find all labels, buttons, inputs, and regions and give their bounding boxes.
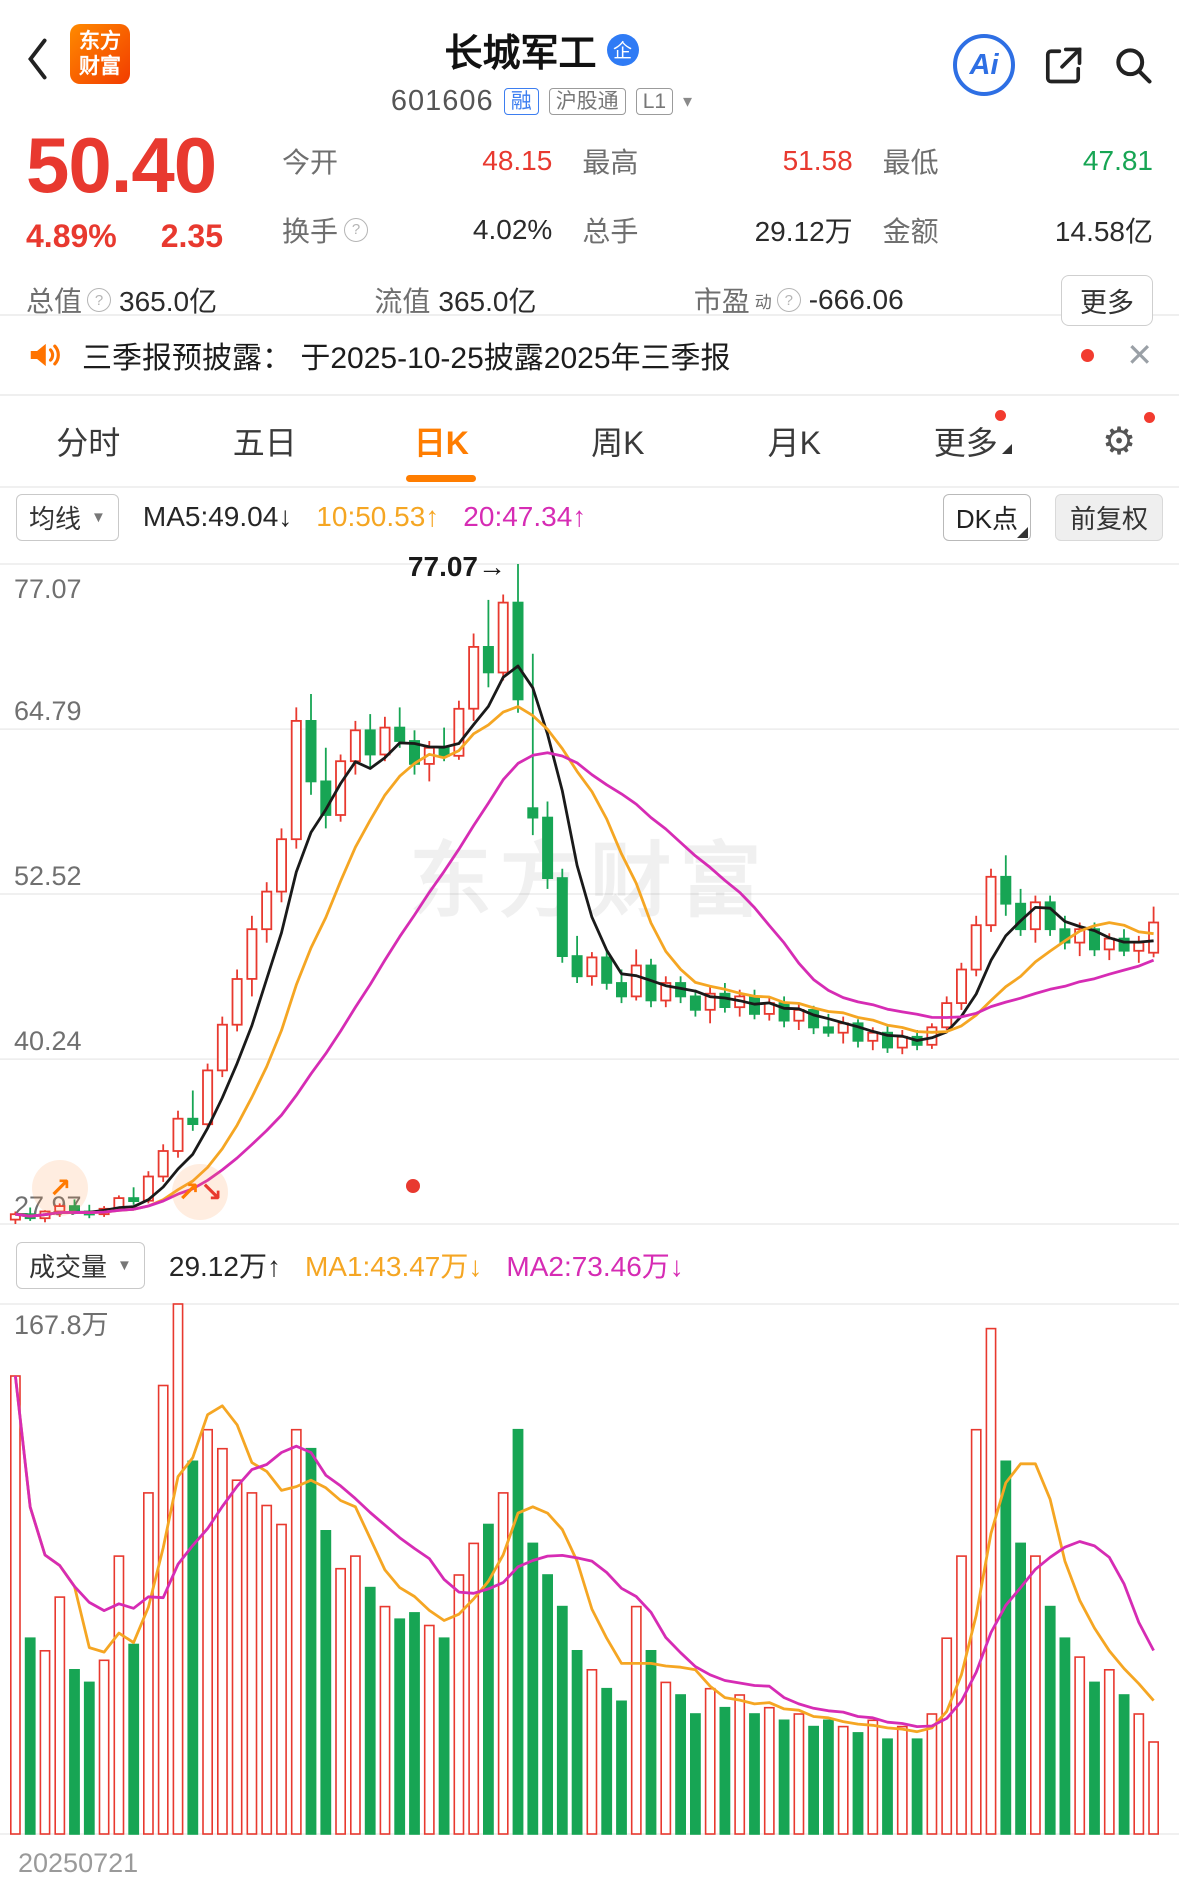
new-feature-dot [1144,412,1155,423]
stat-low: 最低 47.81 [882,144,1153,178]
info-icon[interactable]: ? [776,288,801,313]
close-icon[interactable]: ✕ [1126,337,1153,373]
share-icon [1045,47,1082,84]
ai-assistant-button[interactable]: Ai [953,34,1015,96]
tab-more[interactable]: 更多 [883,396,1060,486]
stat-turnover: 换手 ? 4.02% [282,213,553,247]
divider [0,394,1179,396]
tab-monthly-k[interactable]: 月K [767,425,821,461]
x-axis-start-date: 20250721 [18,1848,139,1878]
ma10-legend: 10:50.53↑ [316,501,440,532]
svg-text:52.52: 52.52 [14,861,82,891]
level1-tag: L1 [635,88,674,115]
notification-dot [1081,348,1095,362]
logo-line1: 东方 [79,29,121,53]
candlestick-chart-area[interactable]: 77.07 64.79 52.52 40.24 27.97 东方财富 77.07→ ↗ ↗ … [0,546,1179,1236]
svg-text:77.07: 77.07 [14,574,82,604]
indicator-selector-dropdown[interactable]: 成交量 ▼ [16,1241,145,1289]
stat-float-cap: 流值 365.0亿 [374,286,537,318]
logo-line2: 财富 [79,55,121,78]
search-icon [1116,48,1152,84]
arrow-up-right-icon: ↗ [48,1172,72,1203]
app-logo[interactable]: 东方 财富 [70,24,130,84]
last-price: 50.40 [26,121,217,209]
enterprise-badge[interactable]: 企 [606,33,639,66]
volume-chart-area[interactable]: 167.8万 [0,1294,1179,1842]
tab-weekly-k[interactable]: 周K [591,425,645,461]
chevron-down-icon: ▼ [117,1256,132,1274]
corner-fold-icon [1016,526,1028,538]
signal-marker-1: ↗ [32,1160,88,1216]
back-chevron-icon [28,38,47,80]
svg-text:东方财富: 东方财富 [409,836,769,927]
tab-daily-k[interactable]: 日K [353,396,530,486]
share-button[interactable] [1041,43,1085,87]
ma-selector-dropdown[interactable]: 均线 ▼ [16,493,119,541]
dk-point-button[interactable]: DK点 [942,493,1031,541]
ma-toolbar: 均线 ▼ MA5:49.04↓ 10:50.53↑ 20:47.34↑ DK点 … [0,488,1179,546]
stock-header-center: 长城军工 企 601606 融 沪股通 L1 ▾ [130,22,953,118]
header: 东方 财富 长城军工 企 601606 融 沪股通 L1 ▾ Ai [0,0,1179,118]
volume-toolbar: 成交量 ▼ 29.12万↑ MA1:43.47万↓ MA2:73.46万↓ [0,1236,1179,1294]
stat-total-cap: 总值 ? 365.0亿 [26,286,218,318]
stock-code-row[interactable]: 601606 融 沪股通 L1 ▾ [130,85,953,118]
more-stats-button[interactable]: 更多 [1060,274,1153,326]
stat-high: 最高 51.58 [582,144,853,178]
svg-text:40.24: 40.24 [14,1026,82,1056]
chevron-down-icon: ▼ [91,508,106,526]
svg-text:64.79: 64.79 [14,696,82,726]
chart-settings-button[interactable]: ⚙ [1059,396,1179,486]
volume-ma1-legend: MA1:43.47万↓ [304,1251,483,1282]
arrow-down-right-icon: ↘ [200,1176,223,1207]
period-tabs: 分时 五日 日K 周K 月K 更多 ⚙ [0,396,1179,488]
ma20-legend: 20:47.34↑ [463,501,587,532]
stats-grid: 今开 48.15 最高 51.58 最低 47.81 换手 ? 4.02% [282,126,1153,255]
expand-caret-icon[interactable]: ▾ [683,91,693,111]
stat-volume: 总手 29.12万 [582,215,853,247]
announcement-text[interactable]: 三季报预披露： 于2025-10-25披露2025年三季报 [82,342,731,375]
stock-name: 长城军工 [444,33,597,75]
info-icon[interactable]: ? [344,217,369,242]
divider [0,314,1179,316]
back-button[interactable] [24,20,68,87]
quote-panel: 50.40 4.89% 2.35 今开 48.15 最高 51.58 最低 47… [0,118,1179,326]
tab-5day[interactable]: 五日 [232,425,297,461]
info-icon[interactable]: ? [87,288,112,313]
stat-open: 今开 48.15 [282,144,553,178]
gear-icon: ⚙ [1101,420,1137,463]
signal-marker-2: ↗ ↘ [172,1164,228,1220]
price-block: 50.40 4.89% 2.35 [26,121,282,255]
volume-current: 29.12万↑ [168,1251,281,1282]
tab-fenshi[interactable]: 分时 [56,425,121,461]
hk-connect-tag: 沪股通 [548,88,626,115]
margin-tag: 融 [503,88,539,115]
stats-row2: 总值 ? 365.0亿 流值 365.0亿 市盈动 ? -666.06 更多 [26,274,1153,326]
stat-pe-ratio: 市盈动 ? -666.06 [693,284,904,318]
search-button[interactable] [1111,43,1155,87]
header-actions: Ai [953,20,1155,96]
new-feature-dot [995,410,1007,421]
active-tab-underline [406,475,477,482]
adjust-mode-button[interactable]: 前复权 [1054,493,1163,541]
svg-text:77.07→: 77.07→ [408,551,506,582]
corner-triangle-icon [1001,444,1012,454]
volume-ma2-legend: MA2:73.46万↓ [506,1251,684,1282]
arrow-up-right-icon: ↗ [177,1176,200,1207]
announcement-bar[interactable]: 三季报预披露： 于2025-10-25披露2025年三季报 ✕ [0,316,1179,394]
volume-chart[interactable]: 167.8万 [0,1294,1179,1842]
stat-amount: 金额 14.58亿 [882,215,1153,247]
change-amount: 2.35 [160,217,224,254]
ma5-legend: MA5:49.04↓ [142,501,293,532]
speaker-icon [30,343,60,367]
stock-code: 601606 [390,85,494,117]
change-percent: 4.89% [26,217,117,254]
svg-text:167.8万: 167.8万 [14,1310,109,1340]
